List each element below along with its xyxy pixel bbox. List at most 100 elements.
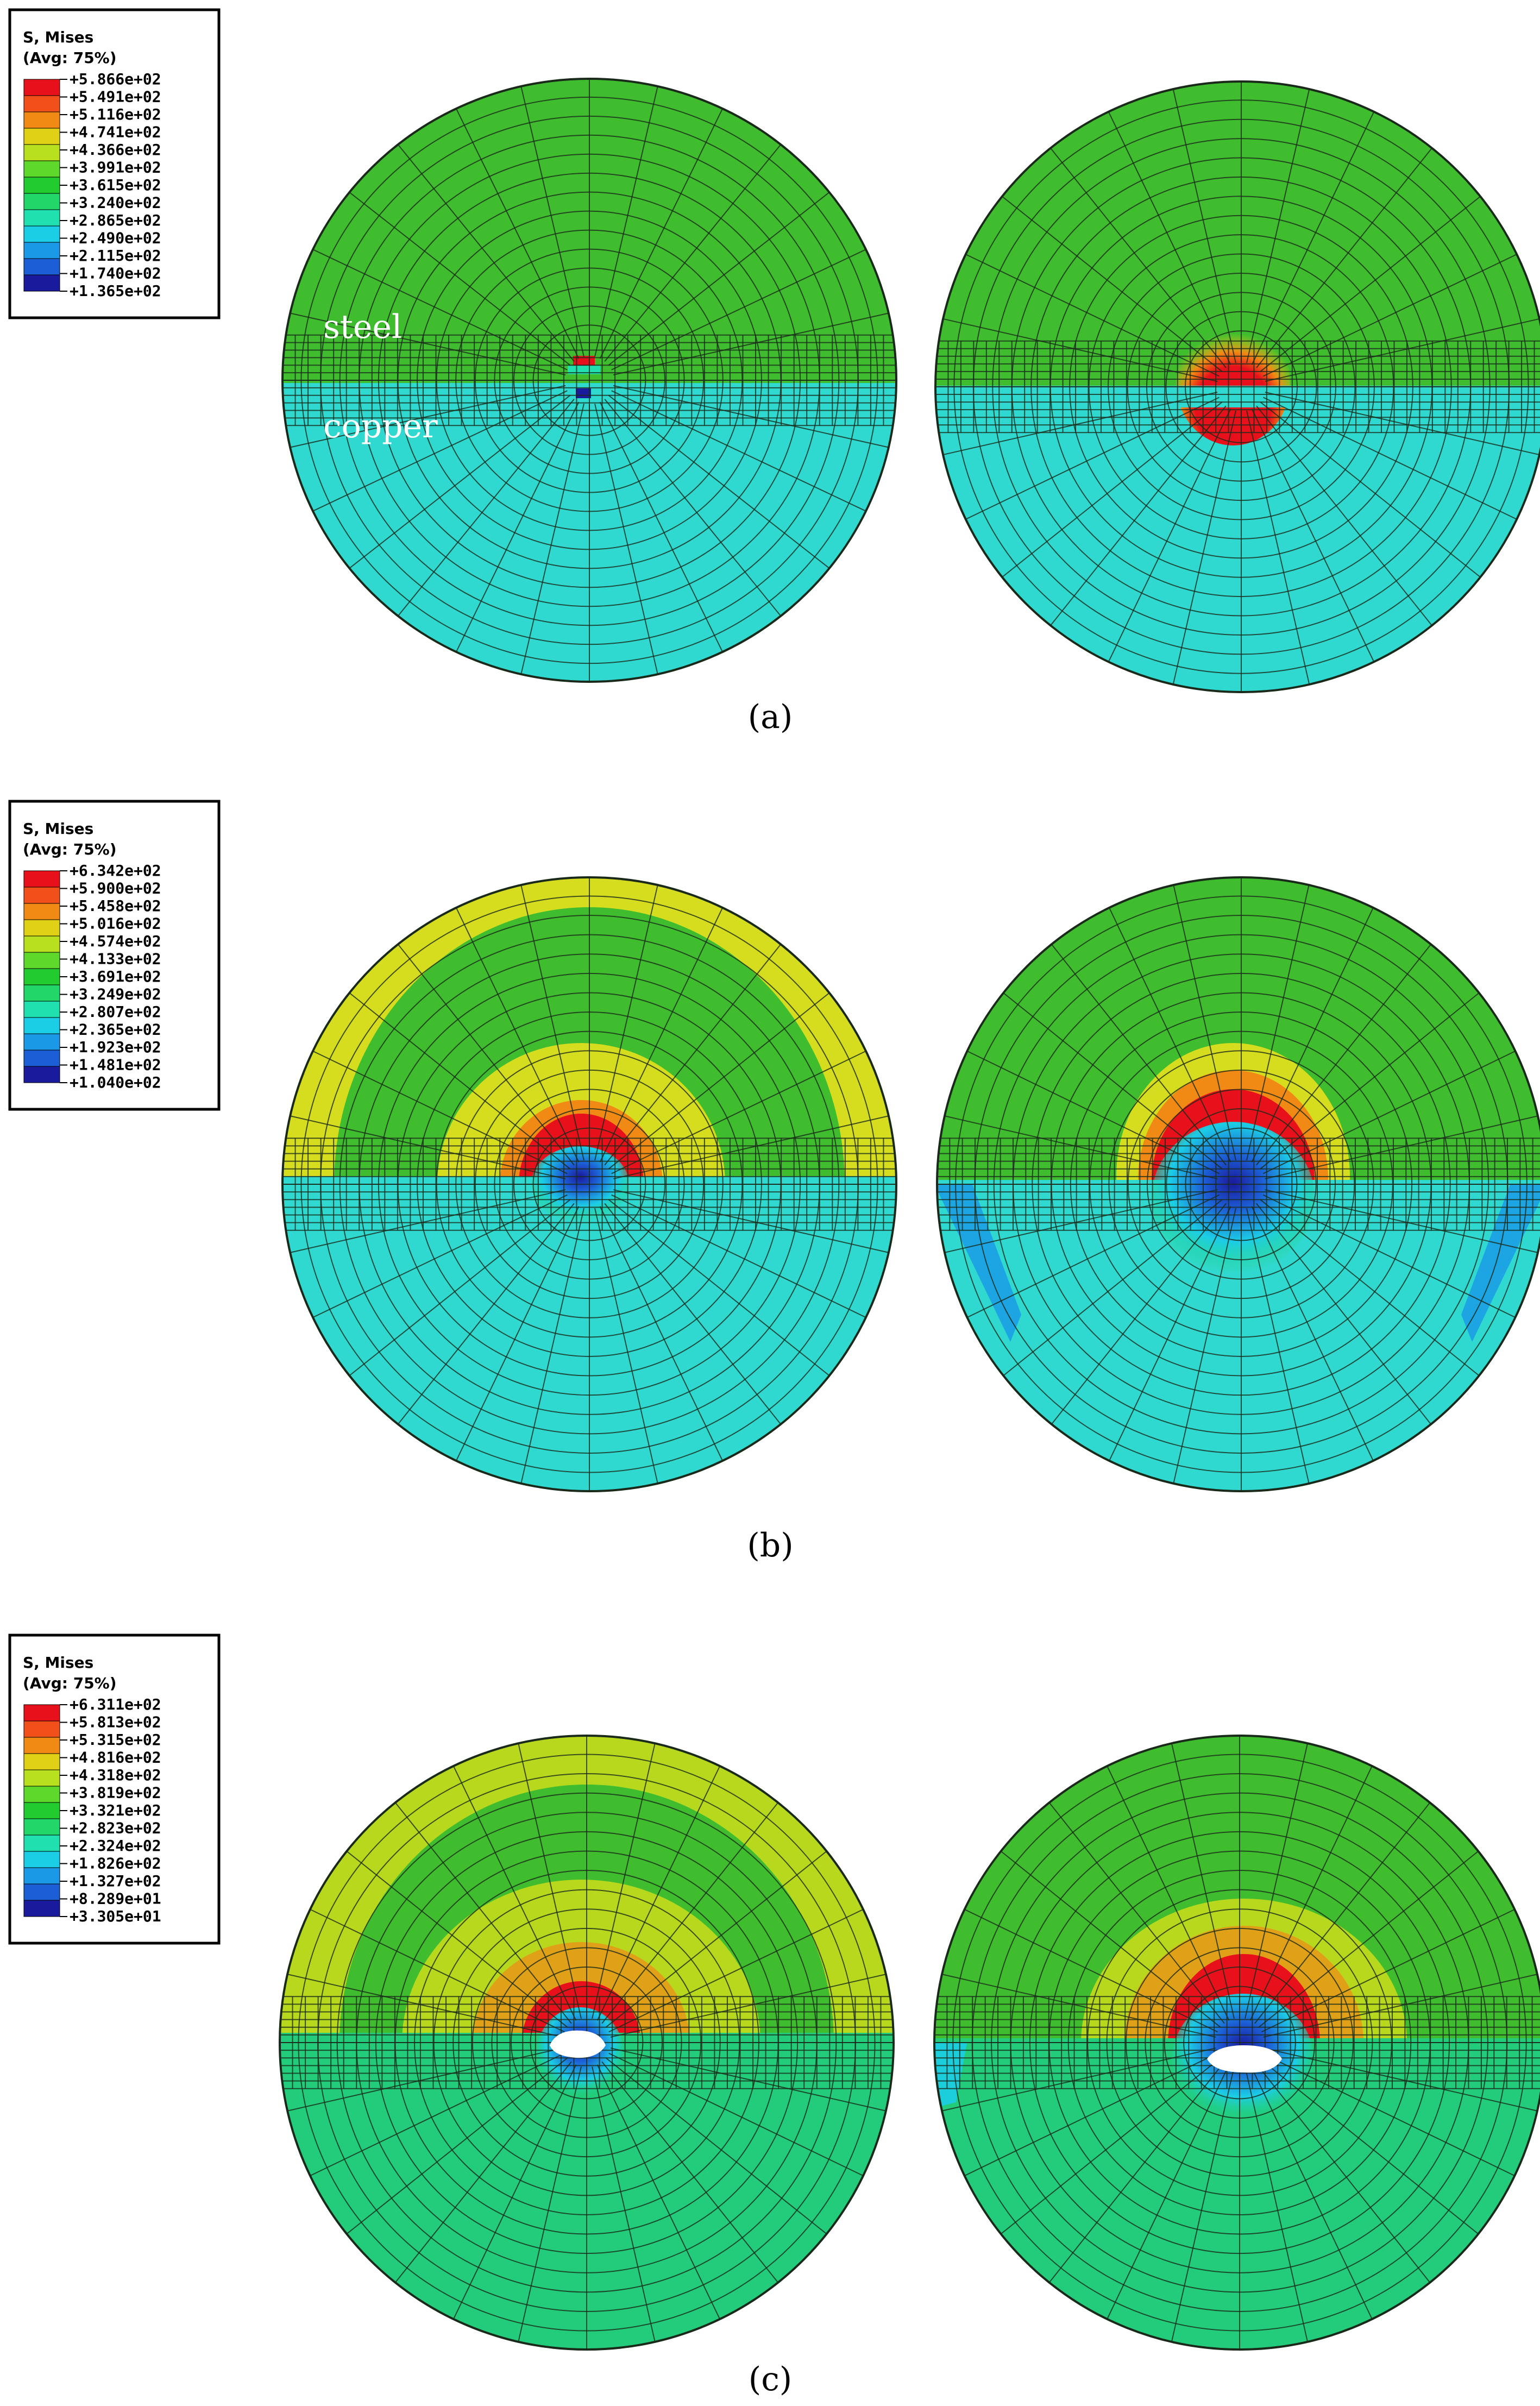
- legend-tick-label: +2.115e+02: [70, 247, 161, 265]
- legend-tick-label: +5.813e+02: [70, 1713, 161, 1731]
- legend-swatch: [23, 1704, 60, 1722]
- legend-tick-labels: +5.866e+02+5.491e+02+5.116e+02+4.741e+02…: [60, 70, 161, 300]
- legend-swatch: [23, 1050, 60, 1067]
- legend-swatch: [23, 1867, 60, 1884]
- legend-tick-labels: +6.342e+02+5.900e+02+5.458e+02+5.016e+02…: [60, 862, 161, 1091]
- disc-c-left: [279, 1735, 895, 2351]
- legend-swatch: [23, 79, 60, 96]
- legend-swatch: [23, 1802, 60, 1819]
- legend-tick-label: +5.016e+02: [70, 915, 161, 933]
- legend-tick-labels: +6.311e+02+5.813e+02+5.315e+02+4.816e+02…: [60, 1695, 161, 1925]
- legend-tick-label: +2.365e+02: [70, 1021, 161, 1039]
- disc-a-right: [934, 80, 1540, 693]
- legend-swatch: [23, 984, 60, 1002]
- legend-swatch: [23, 1883, 60, 1901]
- copper-label: copper: [323, 407, 438, 445]
- legend-swatch: [23, 1001, 60, 1018]
- legend-swatch: [23, 903, 60, 920]
- legend-title: S, Mises: [23, 28, 93, 46]
- legend-swatch: [23, 177, 60, 194]
- legend-tick-label: +4.366e+02: [70, 141, 161, 159]
- legend-tick-label: +8.289e+01: [70, 1890, 161, 1908]
- legend-swatch: [23, 1737, 60, 1754]
- legend-swatch: [23, 1900, 60, 1917]
- legend-swatch: [23, 274, 60, 292]
- legend-tick-label: +2.865e+02: [70, 211, 161, 229]
- legend-swatch: [23, 887, 60, 904]
- legend-tick-label: +5.458e+02: [70, 897, 161, 915]
- legend-swatch: [23, 1835, 60, 1852]
- legend-swatch: [23, 1017, 60, 1034]
- panel-c: S, Mises (Avg: 75%) +6.311e+02+5.813e+02…: [8, 1634, 1540, 2398]
- legend-tick-label: +3.305e+01: [70, 1907, 161, 1925]
- panel-a: S, Mises (Avg: 75%) +5.866e+02+5.491e+02…: [8, 8, 1540, 736]
- legend-swatch: [23, 209, 60, 227]
- legend-swatches: [23, 79, 60, 292]
- legend-swatch: [23, 1769, 60, 1787]
- legend-a: S, Mises (Avg: 75%) +5.866e+02+5.491e+02…: [8, 8, 221, 319]
- legend-tick-label: +1.740e+02: [70, 265, 161, 282]
- legend-swatch: [23, 258, 60, 275]
- legend-tick-label: +5.900e+02: [70, 880, 161, 897]
- legend-b: S, Mises (Avg: 75%) +6.342e+02+5.900e+02…: [8, 800, 221, 1111]
- mesh-lines: [937, 877, 1540, 1491]
- legend-swatch: [23, 968, 60, 985]
- legend-tick-label: +4.741e+02: [70, 123, 161, 141]
- legend-tick-label: +2.807e+02: [70, 1003, 161, 1021]
- legend-swatch: [23, 193, 60, 210]
- legend-swatches: [23, 870, 60, 1083]
- legend-tick-label: +3.321e+02: [70, 1801, 161, 1819]
- legend-tick-label: +3.691e+02: [70, 968, 161, 985]
- legend-swatch: [23, 1818, 60, 1836]
- legend-tick-label: +4.318e+02: [70, 1766, 161, 1784]
- legend-tick-label: +6.311e+02: [70, 1695, 161, 1713]
- caption-c: (c): [749, 2360, 792, 2398]
- legend-subtitle: (Avg: 75%): [23, 840, 117, 858]
- legend-swatch: [23, 225, 60, 243]
- legend-tick-label: +1.481e+02: [70, 1056, 161, 1074]
- mesh-lines: [935, 81, 1540, 692]
- legend-swatch: [23, 144, 60, 161]
- legend-tick-label: +2.490e+02: [70, 229, 161, 247]
- legend-tick-label: +3.991e+02: [70, 159, 161, 177]
- mesh-lines: [934, 1736, 1540, 2350]
- legend-tick-label: +3.819e+02: [70, 1784, 161, 1802]
- legend-tick-label: +3.249e+02: [70, 985, 161, 1003]
- legend-swatch: [23, 935, 60, 953]
- legend-subtitle: (Avg: 75%): [23, 1674, 117, 1692]
- legend-title: S, Mises: [23, 820, 93, 838]
- disc-a-left: steel copper: [281, 78, 897, 683]
- legend-c: S, Mises (Avg: 75%) +6.311e+02+5.813e+02…: [8, 1634, 221, 1945]
- legend-swatch: [23, 952, 60, 969]
- legend-swatch: [23, 242, 60, 259]
- legend-swatch: [23, 1720, 60, 1738]
- legend-tick-label: +5.866e+02: [70, 70, 161, 88]
- disc-b-right: [936, 876, 1540, 1492]
- disc-c-right: [933, 1735, 1540, 2351]
- panel-b: S, Mises (Avg: 75%) +6.342e+02+5.900e+02…: [8, 800, 1540, 1565]
- legend-swatch: [23, 1066, 60, 1083]
- legend-swatch: [23, 95, 60, 112]
- legend-tick-label: +4.574e+02: [70, 932, 161, 950]
- caption-b: (b): [747, 1526, 793, 1565]
- caption-a: (a): [748, 698, 793, 736]
- legend-tick-label: +4.816e+02: [70, 1749, 161, 1767]
- legend-tick-label: +1.923e+02: [70, 1038, 161, 1056]
- legend-tick-label: +1.365e+02: [70, 282, 161, 300]
- legend-tick-label: +5.491e+02: [70, 88, 161, 106]
- legend-tick-label: +1.826e+02: [70, 1855, 161, 1873]
- legend-swatch: [23, 128, 60, 145]
- legend-tick-label: +1.040e+02: [70, 1073, 161, 1091]
- legend-tick-label: +6.342e+02: [70, 862, 161, 880]
- legend-swatch: [23, 160, 60, 178]
- mesh-lines: [282, 79, 896, 682]
- legend-swatches: [23, 1704, 60, 1917]
- legend-swatch: [23, 1033, 60, 1051]
- legend-swatch: [23, 919, 60, 937]
- disc-b-left: [281, 876, 897, 1492]
- legend-swatch: [23, 1851, 60, 1868]
- legend-tick-label: +2.324e+02: [70, 1837, 161, 1855]
- legend-title: S, Mises: [23, 1654, 93, 1672]
- legend-swatch: [23, 111, 60, 129]
- legend-tick-label: +5.116e+02: [70, 105, 161, 123]
